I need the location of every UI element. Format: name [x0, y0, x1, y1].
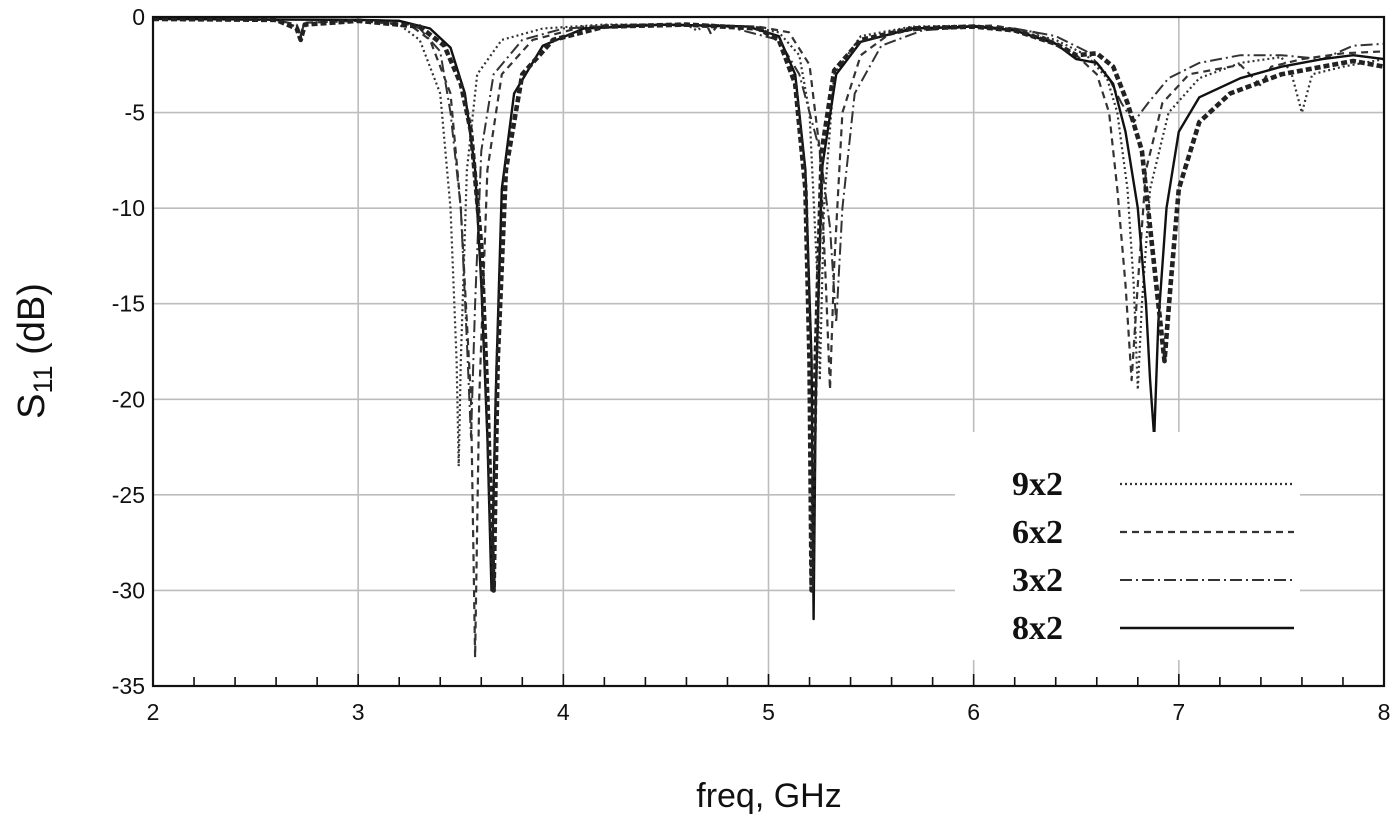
- y-tick-label: -25: [112, 482, 145, 508]
- x-tick-label: 5: [762, 699, 775, 725]
- y-tick-label: -30: [112, 577, 145, 603]
- x-tick-label: 3: [352, 699, 365, 725]
- plot-frame: [151, 15, 1386, 688]
- series-lines: [152, 16, 1385, 659]
- y-axis-title: S11 (dB): [11, 283, 58, 419]
- legend-label: 3x2: [1012, 562, 1063, 599]
- y-tick-label: -35: [112, 673, 145, 699]
- y-tick-label: -15: [112, 291, 145, 317]
- y-axis-title-main: S: [11, 394, 53, 419]
- y-tick-labels: 0 -5 -10 -15 -20 -25 -30 -35: [112, 4, 145, 699]
- y-tick-label: -10: [112, 195, 145, 221]
- x-tick-label: 6: [967, 699, 980, 725]
- series-line-9x2: [152, 17, 1385, 468]
- y-tick-label: 0: [132, 4, 145, 30]
- legend-label: 9x2: [1012, 466, 1063, 503]
- y-axis-title-unit: (dB): [11, 283, 53, 365]
- x-tick-label: 7: [1172, 699, 1185, 725]
- y-tick-label: -5: [125, 100, 145, 126]
- x-tick-label: 8: [1378, 699, 1391, 725]
- x-tick-label: 4: [557, 699, 570, 725]
- legend: 9x2 6x2 3x2 8x2: [1012, 466, 1294, 647]
- series-line-heavydash: [152, 16, 1385, 593]
- y-axis-title-sub: 11: [28, 365, 58, 393]
- x-tick-label: 2: [147, 699, 160, 725]
- legend-box: [955, 432, 1300, 660]
- legend-label: 8x2: [1012, 610, 1063, 647]
- y-tick-label: -20: [112, 386, 145, 412]
- series-line-3x2: [152, 17, 1385, 439]
- minor-tick-marks: [152, 674, 1385, 686]
- x-axis-title: freq, GHz: [696, 777, 841, 815]
- x-tick-labels: 2 3 4 5 6 7 8: [147, 699, 1391, 725]
- legend-label: 6x2: [1012, 514, 1063, 551]
